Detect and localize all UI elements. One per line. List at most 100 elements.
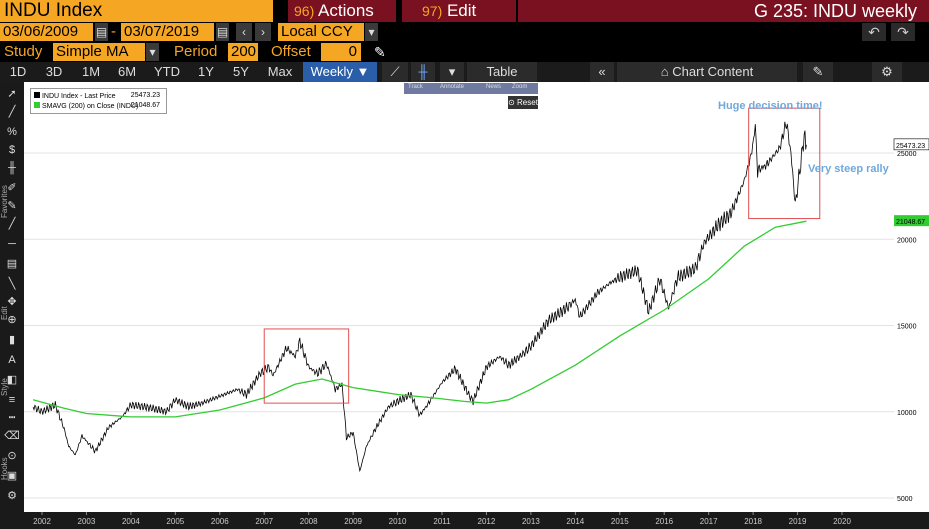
news-tool[interactable]: News bbox=[486, 84, 502, 90]
x-tick-label: 2005 bbox=[166, 517, 184, 526]
start-calendar-icon[interactable]: ▤ bbox=[95, 23, 108, 41]
dollar-icon[interactable]: $ bbox=[8, 144, 16, 156]
edit-menu[interactable]: 97) Edit bbox=[402, 0, 516, 22]
start-date-field[interactable]: 03/06/2009 bbox=[0, 23, 93, 41]
window-title: G 235: INDU weekly bbox=[518, 0, 929, 22]
sma-series-line bbox=[32, 220, 807, 418]
undo-icon[interactable]: ↶ bbox=[862, 23, 886, 41]
color-fill-icon[interactable]: ◧ bbox=[6, 374, 18, 386]
pen-icon[interactable]: ✎ bbox=[7, 200, 17, 212]
y-axis bbox=[894, 82, 929, 512]
x-tick-label: 2014 bbox=[566, 517, 584, 526]
currency-dropdown-icon[interactable]: ▾ bbox=[365, 23, 378, 41]
x-tick-label: 2002 bbox=[33, 517, 51, 526]
x-axis-bar bbox=[24, 512, 929, 529]
chart-content-button[interactable]: ⌂ Chart Content bbox=[617, 62, 797, 82]
x-tick-label: 2010 bbox=[389, 517, 407, 526]
chart-type-dropdown-icon[interactable]: ▾ bbox=[440, 62, 464, 82]
actions-menu[interactable]: 96) Actions bbox=[288, 0, 396, 22]
reset-button[interactable]: ⊙ Reset bbox=[508, 96, 538, 109]
x-tick-label: 2011 bbox=[433, 517, 451, 526]
tab-max[interactable]: Max bbox=[267, 64, 293, 79]
tab-ytd[interactable]: YTD bbox=[154, 64, 180, 79]
tab-5y[interactable]: 5Y bbox=[233, 64, 249, 79]
reset-icon: ⊙ bbox=[508, 98, 518, 107]
chart-content-label: Chart Content bbox=[672, 64, 754, 79]
edit-number: 97) bbox=[422, 3, 443, 19]
hook-icon[interactable]: ⊙ bbox=[7, 450, 17, 462]
table-button[interactable]: Table bbox=[467, 62, 537, 82]
percent-icon[interactable]: % bbox=[7, 126, 17, 138]
lock-icon[interactable]: ▣ bbox=[6, 470, 18, 482]
trendline-icon[interactable]: ╱ bbox=[8, 106, 16, 118]
tab-1y[interactable]: 1Y bbox=[198, 64, 214, 79]
legend-label-price: INDU Index - Last Price bbox=[41, 93, 116, 100]
candle-icon[interactable]: ╫ bbox=[8, 162, 16, 174]
toolbar-settings-icon[interactable]: ⚙ bbox=[7, 490, 17, 502]
ray-icon[interactable]: ╲ bbox=[8, 278, 16, 290]
legend-label-sma: SMAVG (200) on Close (INDU) bbox=[41, 103, 139, 110]
legend-item-price: INDU Index - Last Price 25473.23 bbox=[34, 92, 162, 101]
end-calendar-icon[interactable]: ▤ bbox=[216, 23, 229, 41]
zoom-tool[interactable]: Zoom bbox=[512, 84, 528, 90]
annotation-steep-rally: Very steep rally bbox=[808, 163, 889, 175]
legend-item-sma: SMAVG (200) on Close (INDU) 21048.67 bbox=[34, 102, 162, 111]
sma-value-label: 21048.67 bbox=[896, 219, 925, 226]
x-tick-label: 2020 bbox=[833, 517, 851, 526]
tab-3d[interactable]: 3D bbox=[45, 64, 63, 79]
highlight-box bbox=[748, 107, 821, 220]
move-icon[interactable]: ✥ bbox=[7, 296, 17, 308]
tab-6m[interactable]: 6M bbox=[117, 64, 137, 79]
line-chart-icon[interactable]: ⟋ bbox=[382, 62, 408, 82]
line-style-icon[interactable]: ┅ bbox=[8, 412, 16, 424]
line-draw-icon[interactable]: ╱ bbox=[8, 218, 16, 230]
end-date-field[interactable]: 03/07/2019 bbox=[121, 23, 214, 41]
layers-icon[interactable]: ▤ bbox=[6, 258, 18, 270]
ticker-field[interactable]: INDU Index bbox=[0, 0, 273, 22]
prev-period-button[interactable]: ‹ bbox=[236, 23, 252, 41]
highlight-box bbox=[263, 328, 350, 404]
brush-icon[interactable]: ✐ bbox=[7, 182, 17, 194]
offset-label: Offset bbox=[271, 43, 311, 60]
redo-icon[interactable]: ↷ bbox=[891, 23, 915, 41]
crosshair-icon[interactable]: ⊕ bbox=[7, 314, 17, 326]
hline-icon[interactable]: ─ bbox=[8, 238, 16, 250]
study-select[interactable]: Simple MA bbox=[53, 43, 145, 61]
x-tick-label: 2003 bbox=[78, 517, 96, 526]
annotation-decision-time: Huge decision time! bbox=[718, 100, 823, 112]
track-tool[interactable]: Track bbox=[408, 84, 423, 90]
delete-icon[interactable]: ▮ bbox=[8, 334, 16, 346]
settings-gear-icon[interactable]: ⚙ bbox=[872, 62, 902, 82]
collapse-icon[interactable]: « bbox=[590, 62, 614, 82]
offset-field[interactable]: 0 bbox=[321, 43, 361, 61]
range-separator: - bbox=[111, 23, 116, 40]
frequency-select[interactable]: Weekly ▼ bbox=[303, 62, 377, 82]
actions-label: Actions bbox=[318, 1, 374, 20]
price-series-line bbox=[32, 121, 807, 473]
currency-select[interactable]: Local CCY bbox=[278, 23, 364, 41]
tab-1m[interactable]: 1M bbox=[81, 64, 101, 79]
x-tick-label: 2008 bbox=[300, 517, 318, 526]
chart-tools-strip: Track Annotate News Zoom bbox=[404, 83, 538, 94]
next-period-button[interactable]: › bbox=[255, 23, 271, 41]
x-tick-label: 2006 bbox=[211, 517, 229, 526]
study-dropdown-icon[interactable]: ▾ bbox=[146, 43, 159, 61]
bar-chart-icon[interactable]: ╫ bbox=[411, 62, 435, 82]
x-tick-label: 2012 bbox=[478, 517, 496, 526]
period-field[interactable]: 200 bbox=[228, 43, 258, 61]
pointer-icon[interactable]: ➚ bbox=[7, 88, 17, 100]
x-tick-label: 2016 bbox=[655, 517, 673, 526]
line-width-icon[interactable]: ≡ bbox=[8, 394, 16, 406]
eraser-icon[interactable]: ⌫ bbox=[4, 430, 20, 442]
edit-chart-icon[interactable]: ✎ bbox=[803, 62, 833, 82]
chart-content-icon: ⌂ bbox=[660, 64, 673, 79]
pencil-icon[interactable]: ✎ bbox=[374, 44, 386, 60]
x-tick-label: 2017 bbox=[700, 517, 718, 526]
text-style-icon[interactable]: A bbox=[8, 354, 16, 366]
y-tick-label: 20000 bbox=[897, 237, 917, 244]
actions-number: 96) bbox=[294, 3, 315, 19]
x-tick-label: 2019 bbox=[789, 517, 807, 526]
tab-1d[interactable]: 1D bbox=[9, 64, 27, 79]
annotate-tool[interactable]: Annotate bbox=[440, 84, 465, 90]
